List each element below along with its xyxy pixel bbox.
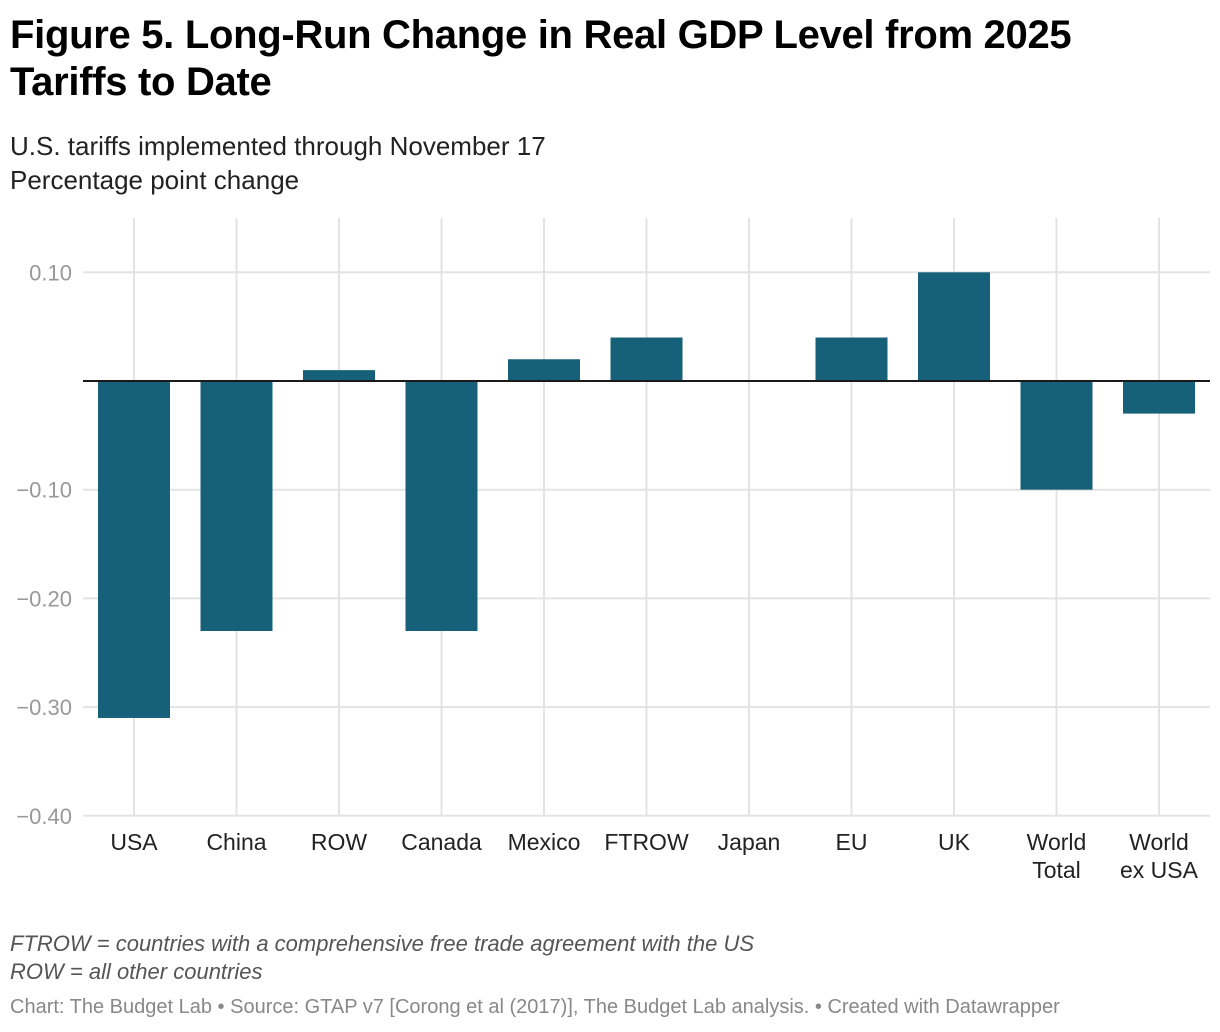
x-tick-label: World	[1129, 829, 1189, 855]
x-tick-label: FTROW	[604, 829, 689, 855]
x-tick-label: EU	[836, 829, 868, 855]
x-tick-label: Japan	[718, 829, 781, 855]
bar-chart: 0.10 −0.10 −0.20 −0.30 −0.40 USA China ROW Canad…	[16, 217, 1210, 883]
x-tick-label: Mexico	[508, 829, 581, 855]
y-tick-label: −0.20	[16, 586, 72, 611]
bar-eu	[815, 337, 888, 381]
y-tick-label: −0.30	[16, 695, 72, 720]
note-ftrow: FTROW = countries with a comprehensive f…	[10, 931, 755, 956]
bar-world-total	[1020, 381, 1093, 490]
y-tick-label: −0.40	[16, 804, 72, 829]
x-tick-label: Total	[1032, 857, 1081, 883]
x-tick-label: China	[206, 829, 266, 855]
bar-mexico	[508, 359, 580, 381]
note-row: ROW = all other countries	[10, 959, 263, 984]
x-tick-label: UK	[938, 829, 971, 855]
source-line: Chart: The Budget Lab • Source: GTAP v7 …	[10, 996, 1060, 1018]
bar-world-ex usa	[1123, 381, 1195, 414]
bar-ftrow	[610, 337, 683, 381]
unit-label: Percentage point change	[10, 165, 300, 195]
bar-usa	[98, 381, 170, 718]
x-tick-label: World	[1027, 829, 1087, 855]
x-tick-label: ex USA	[1120, 857, 1199, 883]
y-tick-label: −0.10	[16, 478, 72, 503]
x-tick-label: Canada	[401, 829, 482, 855]
chart-title: Figure 5. Long-Run Change in Real GDP Le…	[10, 13, 1072, 104]
x-tick-label: USA	[110, 829, 158, 855]
y-tick-label: 0.10	[29, 260, 72, 285]
chart-subtitle: U.S. tariffs implemented through Novembe…	[10, 131, 546, 161]
bar-canada	[405, 381, 478, 632]
x-tick-label: ROW	[311, 829, 368, 855]
bar-uk	[918, 272, 990, 381]
bar-china	[200, 381, 273, 632]
bar-row	[303, 370, 375, 381]
